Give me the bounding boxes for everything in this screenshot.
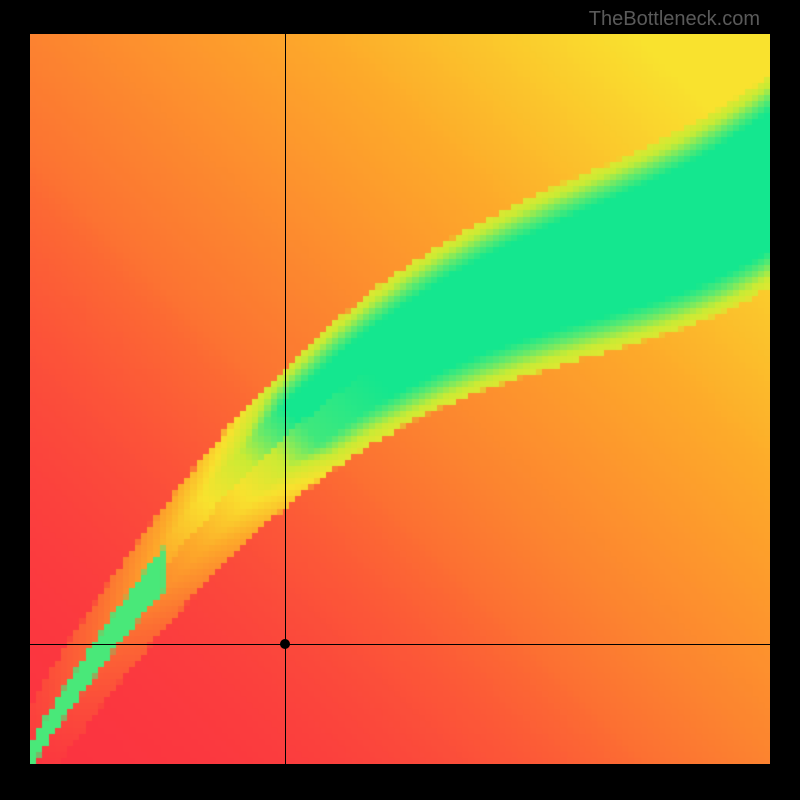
crosshair-vertical — [285, 34, 286, 764]
source-watermark: TheBottleneck.com — [589, 8, 760, 31]
crosshair-horizontal — [30, 644, 770, 645]
chart-container: TheBottleneck.com — [0, 0, 800, 800]
bottleneck-heatmap — [30, 34, 770, 764]
crosshair-marker — [280, 639, 290, 649]
